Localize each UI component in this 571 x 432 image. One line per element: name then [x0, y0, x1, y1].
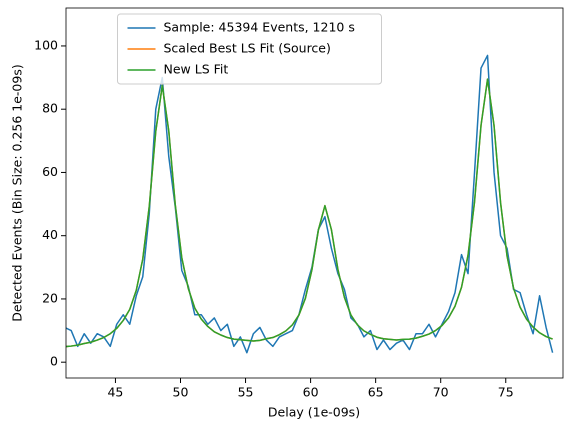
- x-tick-label: 50: [173, 385, 189, 400]
- legend-label: Scaled Best LS Fit (Source): [164, 41, 331, 56]
- axes-frame: [65, 7, 564, 379]
- series-line: [66, 54, 554, 354]
- y-tick-label: 80: [42, 101, 58, 116]
- legend-label: Sample: 45394 Events, 1210 s: [164, 20, 355, 35]
- series-line: [66, 78, 553, 348]
- y-tick-label: 40: [42, 227, 58, 242]
- y-tick-label: 0: [50, 354, 58, 369]
- x-tick-label: 55: [238, 385, 254, 400]
- series-line: [66, 78, 553, 348]
- y-tick-label: 60: [42, 164, 58, 179]
- x-tick-label: 60: [303, 385, 319, 400]
- x-tick-label: 75: [498, 385, 514, 400]
- legend-box: [117, 13, 382, 85]
- x-tick-label: 65: [368, 385, 384, 400]
- x-axis-label: Delay (1e-09s): [268, 405, 360, 420]
- x-tick-label: 70: [433, 385, 449, 400]
- legend-label: New LS Fit: [164, 62, 229, 77]
- y-tick-label: 100: [34, 37, 58, 52]
- y-tick-label: 20: [42, 290, 58, 305]
- y-axis-label: Detected Events (Bin Size: 0.256 1e-09s): [10, 64, 25, 321]
- x-tick-label: 45: [107, 385, 123, 400]
